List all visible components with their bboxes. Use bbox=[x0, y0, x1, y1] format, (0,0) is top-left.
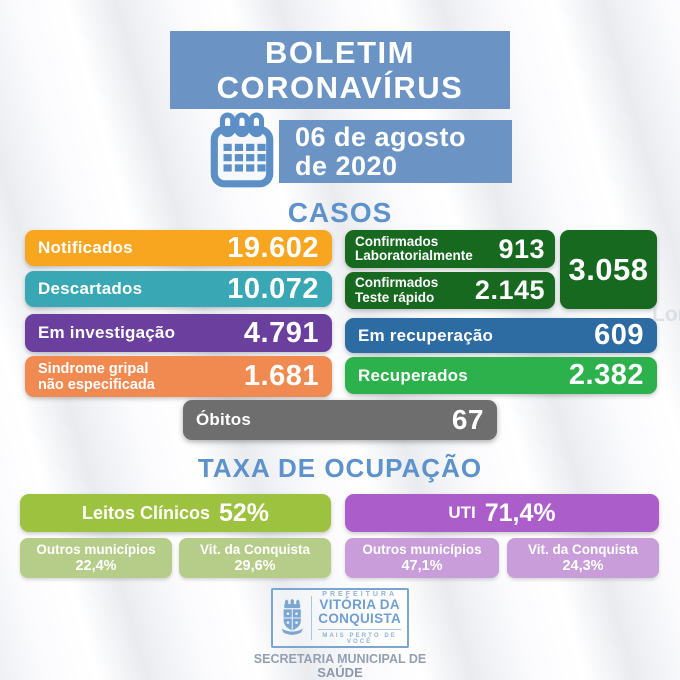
stat-bar-confirmados-teste: Confirmados Teste rápido 2.145 bbox=[345, 272, 555, 309]
logo-name-line1: VITÓRIA DA bbox=[319, 597, 400, 612]
sub-value: 47,1% bbox=[401, 558, 443, 574]
stat-value: 2.382 bbox=[568, 359, 644, 391]
logo-name-line2: CONQUISTA bbox=[318, 611, 401, 626]
stat-value: 609 bbox=[594, 319, 644, 351]
stat-value: 913 bbox=[498, 233, 545, 264]
date-line2: de 2020 bbox=[295, 150, 398, 181]
sub-value: 22,4% bbox=[75, 558, 117, 574]
calendar-icon bbox=[210, 112, 274, 188]
occupancy-sub-clinicos-outros: Outros municípios 22,4% bbox=[20, 538, 172, 578]
stat-label: Óbitos bbox=[196, 410, 252, 429]
sub-value: 24,3% bbox=[562, 558, 604, 574]
occupancy-sub-clinicos-vdc: Vit. da Conquista 29,6% bbox=[179, 538, 331, 578]
stat-value: 3.058 bbox=[568, 251, 649, 287]
stat-bar-descartados: Descartados 10.072 bbox=[25, 271, 332, 307]
date-banner: 06 de agosto de 2020 bbox=[279, 120, 512, 183]
sub-label: Vit. da Conquista bbox=[199, 542, 310, 557]
occupancy-value: 71,4% bbox=[484, 498, 556, 527]
logo-tagline: MAIS PERTO DE VOCÊ bbox=[318, 629, 401, 645]
stat-bar-em-recuperacao: Em recuperação 609 bbox=[345, 318, 657, 353]
occupancy-sub-uti-vdc: Vit. da Conquista 24,3% bbox=[507, 538, 659, 578]
sub-label: Outros municípios bbox=[362, 542, 482, 557]
city-hall-logo: PREFEITURA VITÓRIA DA CONQUISTA MAIS PER… bbox=[271, 588, 409, 648]
stat-label: Em recuperação bbox=[358, 325, 494, 345]
sub-value: 29,6% bbox=[234, 558, 276, 574]
logo-prefeitura: PREFEITURA bbox=[322, 591, 398, 598]
stat-bar-em-investigacao: Em investigação 4.791 bbox=[25, 314, 332, 352]
stat-label: Confirmados Teste rápido bbox=[355, 275, 439, 305]
stat-bar-sindrome-gripal: Sindrome gripal não especificada 1.681 bbox=[25, 356, 332, 397]
stat-value: 4.791 bbox=[243, 316, 319, 349]
coat-of-arms-icon bbox=[281, 599, 303, 635]
secretariat-line1: SECRETARIA MUNICIPAL DE bbox=[253, 652, 427, 666]
stat-bar-obitos: Óbitos 67 bbox=[183, 400, 497, 440]
stat-value: 2.145 bbox=[474, 275, 545, 305]
date-line1: 06 de agosto bbox=[295, 121, 467, 152]
sub-label: Outros municípios bbox=[36, 542, 156, 557]
watermark-fragment: Lor bbox=[652, 303, 680, 326]
stat-value: 67 bbox=[451, 404, 484, 435]
occupancy-bar-uti: UTI 71,4% bbox=[345, 494, 659, 532]
stat-value: 10.072 bbox=[227, 272, 319, 305]
stat-bar-confirmados-lab: Confirmados Laboratorialmente 913 bbox=[345, 230, 555, 268]
occupancy-sub-uti-outros: Outros municípios 47,1% bbox=[345, 538, 499, 578]
secretariat-line2: SAÚDE bbox=[317, 665, 363, 680]
stat-label: Notificados bbox=[38, 238, 133, 257]
logo-text: PREFEITURA VITÓRIA DA CONQUISTA MAIS PER… bbox=[318, 591, 401, 645]
occupancy-value: 52% bbox=[218, 498, 270, 527]
stat-bar-notificados: Notificados 19.602 bbox=[25, 230, 332, 266]
header-banner: BOLETIM CORONAVÍRUS bbox=[170, 31, 510, 109]
stat-label: Em investigação bbox=[38, 323, 176, 342]
occupancy-bar-leitos-clinicos: Leitos Clínicos 52% bbox=[20, 494, 331, 532]
header-title-line2: CORONAVÍRUS bbox=[216, 70, 464, 105]
logo-divider bbox=[311, 596, 313, 640]
occupancy-section-title: TAXA DE OCUPAÇÃO bbox=[197, 453, 483, 483]
stat-value: 1.681 bbox=[243, 360, 319, 392]
occupancy-label: Leitos Clínicos bbox=[81, 502, 210, 523]
secretariat-caption: SECRETARIA MUNICIPAL DE SAÚDE bbox=[0, 652, 680, 680]
stat-bar-recuperados: Recuperados 2.382 bbox=[345, 357, 657, 394]
stat-label: Descartados bbox=[38, 279, 143, 298]
stat-label: Sindrome gripal não especificada bbox=[38, 360, 155, 393]
stat-value: 19.602 bbox=[227, 231, 319, 264]
occupancy-label: UTI bbox=[448, 503, 476, 522]
sub-label: Vit. da Conquista bbox=[527, 542, 638, 557]
cases-section-title: CASOS bbox=[287, 197, 393, 228]
stat-label: Confirmados Laboratorialmente bbox=[355, 233, 473, 263]
stat-total-confirmados: 3.058 bbox=[560, 230, 657, 309]
header-title-line1: BOLETIM bbox=[265, 35, 415, 70]
stat-label: Recuperados bbox=[358, 365, 468, 385]
